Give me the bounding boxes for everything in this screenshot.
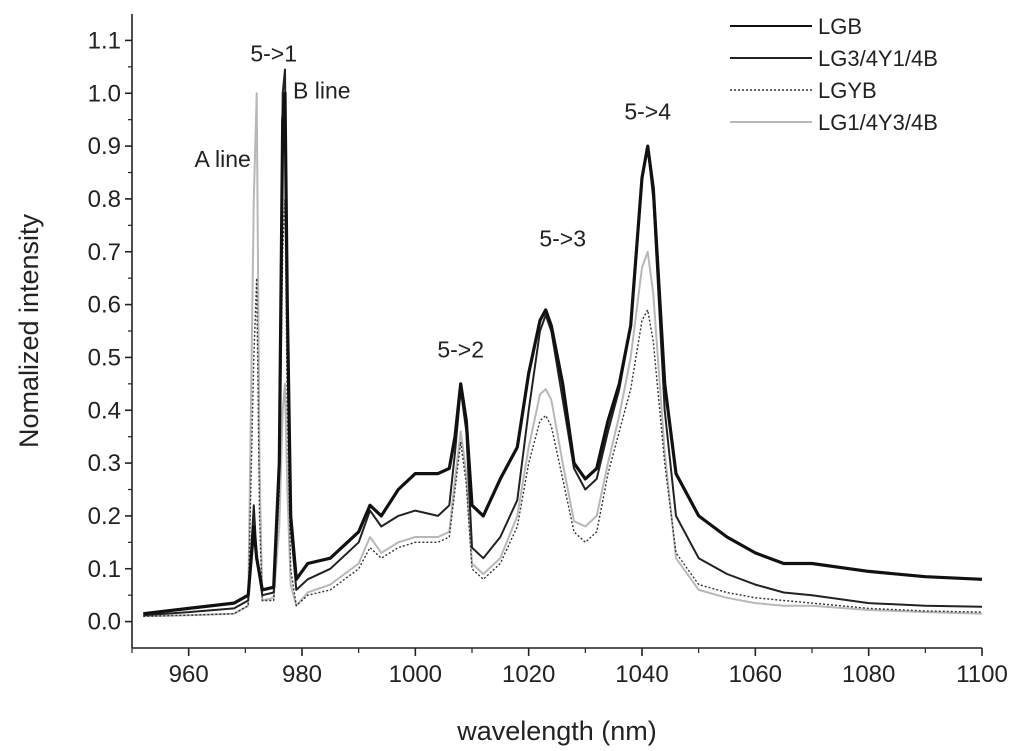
legend-label: LGYB	[818, 78, 877, 103]
legend-label: LGB	[818, 14, 862, 39]
x-tick-label: 1100	[956, 661, 1008, 688]
x-tick-label: 1000	[389, 661, 442, 688]
y-tick-label: 0.2	[88, 503, 121, 530]
series-line-0	[143, 91, 983, 616]
y-tick-label: 0.0	[88, 609, 121, 636]
y-tick-label: 0.6	[88, 292, 121, 319]
x-tick-label: 1040	[615, 661, 668, 688]
annotation-label: B line	[293, 78, 351, 104]
y-tick-label: 0.4	[88, 397, 121, 424]
x-tick-label: 1060	[729, 661, 782, 688]
legend-label: LG3/4Y1/4B	[818, 46, 938, 71]
x-tick-label: 960	[169, 661, 209, 688]
series-line-3	[143, 92, 983, 618]
y-tick-label: 0.7	[88, 239, 121, 266]
y-tick-label: 0.5	[88, 344, 121, 371]
y-tick-label: 0.1	[88, 556, 121, 583]
series-line-1	[143, 68, 983, 617]
y-tick-label: 1.1	[88, 27, 121, 54]
legend: LGB LG3/4Y1/4B LGYB LG1/4Y3/4B	[730, 14, 938, 135]
x-tick-label: 1080	[842, 661, 895, 688]
y-tick-label: 1.0	[88, 80, 121, 107]
x-tick-label: 1020	[502, 661, 555, 688]
annotation-label: A line	[195, 146, 251, 172]
series-layer	[143, 68, 983, 618]
legend-label: LG1/4Y3/4B	[818, 110, 938, 135]
axes-layer: 0.0 0.1 0.2 0.3 0.4 0.5 0.6 0.7 0.8 0.9 1.0 1.1 960 9…	[88, 14, 1008, 688]
annotation-label: 5->4	[624, 99, 671, 125]
y-tick-label: 0.9	[88, 133, 121, 160]
annotation-label: 5->3	[539, 225, 586, 251]
annotation-label: 5->1	[250, 41, 297, 67]
series-line-2	[143, 198, 983, 617]
annotation-label: 5->2	[437, 336, 484, 362]
x-axis-title: wavelength (nm)	[456, 716, 657, 746]
y-axis-title: Nomalized intensity	[14, 213, 44, 448]
y-tick-label: 0.8	[88, 186, 121, 213]
annotation-layer: 5->1 B line A line 5->2 5->3 5->4	[195, 41, 672, 363]
x-tick-label: 980	[282, 661, 322, 688]
y-tick-label: 0.3	[88, 450, 121, 477]
